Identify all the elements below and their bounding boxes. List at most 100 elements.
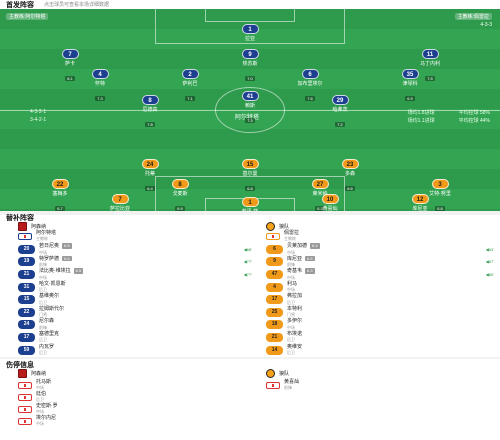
- away-subs-list: 6 贝莱加德 6.4 中场 ◀63' 9 库尼亚 6.6 前锋 ◀67' 47 奇基韦 6.3 中场 ◀80…: [266, 243, 500, 356]
- home-stats-row: 场均1.8进球 平均控球 58%: [408, 109, 490, 116]
- home-player[interactable]: 2 萨利巴 7.1: [166, 63, 214, 105]
- home-sub-row[interactable]: 15 基维奥尔 后卫: [18, 293, 258, 306]
- sub-rating: 6.5: [73, 268, 84, 274]
- away-injury-row[interactable]: 黄喜灿 前锋: [266, 379, 500, 391]
- player-rating: 6.7: [55, 206, 65, 211]
- sub-position: 后卫: [39, 337, 47, 343]
- coach-icon: [266, 232, 280, 240]
- player-name: 马丁内利: [419, 61, 440, 67]
- away-player[interactable]: 23 多森 6.6: [326, 153, 374, 195]
- home-sub-row[interactable]: 19 特罗萨德 6.6 前锋 ◀77': [18, 255, 258, 269]
- away-sub-row[interactable]: 4 利马 中场: [266, 281, 500, 294]
- sub-name: 内瓦罗: [39, 343, 55, 350]
- away-player[interactable]: 10黄喜灿7.1: [306, 188, 354, 211]
- home-player[interactable]: 8 厄德高 7.8: [126, 89, 174, 131]
- away-sub-row[interactable]: 14 奥维安 后卫: [266, 344, 500, 357]
- home-sub-row[interactable]: 24 尼尔森 前锋: [18, 319, 258, 332]
- away-player[interactable]: 12库尼亚6.9: [396, 188, 444, 211]
- injury-name: 黄喜灿: [284, 378, 300, 385]
- away-sub-row[interactable]: 47 奇基韦 6.3 中场 ◀80': [266, 268, 500, 281]
- home-sub-row[interactable]: 21 法比奥·维埃拉 6.5 中场 ◀77': [18, 268, 258, 281]
- away-coach-row[interactable]: 佩雷拉 主教练: [266, 230, 500, 243]
- home-stat-2: 平均控球 58%: [458, 110, 490, 116]
- home-sub-row[interactable]: 20 若日尼奥 6.8 中场 ◀68': [18, 243, 258, 256]
- injury-position: 中场: [36, 409, 44, 414]
- sub-name: 本特利: [287, 305, 303, 312]
- away-player[interactable]: 7萨拉比亚6.5: [96, 188, 144, 211]
- arsenal-logo-icon: [18, 222, 27, 231]
- center-circle: [215, 87, 285, 133]
- away-sub-row[interactable]: 17 弗拉加 后卫: [266, 293, 500, 306]
- home-form: 4-3-2-1: [30, 109, 47, 115]
- sub-number: 4: [266, 282, 283, 292]
- away-stats-row: 场均1.1进球 平均控球 44%: [408, 117, 490, 124]
- sub-position: 中场: [39, 249, 47, 255]
- pitch: 主教练:阿尔特塔 主教练:佩雷拉 4-3-3 4-3-2-1 3-4-2-1 场…: [0, 9, 500, 211]
- home-injury-row[interactable]: 托马斯 中场: [18, 379, 258, 391]
- away-player[interactable]: 27 莱米纳 6.3: [296, 173, 344, 211]
- sub-name: 布埃诺: [287, 330, 303, 337]
- away-player[interactable]: 22 塞梅多 6.7: [36, 173, 84, 211]
- sub-name: 塞德里克: [39, 330, 60, 337]
- home-injury-row[interactable]: 埃尔内尼 中场: [18, 415, 258, 427]
- home-injury-row[interactable]: 史密斯·罗 中场: [18, 403, 258, 415]
- home-sub-row[interactable]: 59 内瓦罗 后卫: [18, 344, 258, 357]
- away-form-row: 3-4-2-1: [30, 117, 46, 123]
- home-sub-row[interactable]: 17 塞德里克 后卫: [18, 331, 258, 344]
- home-injury-row[interactable]: 廷伯 后卫: [18, 391, 258, 403]
- sub-number: 18: [266, 320, 283, 330]
- player-number: 8: [171, 179, 189, 189]
- player-number: 6: [301, 69, 319, 79]
- away-sub-row[interactable]: 9 库尼亚 6.6 前锋 ◀67': [266, 255, 500, 269]
- sub-position: 后卫: [39, 299, 47, 305]
- sub-position: 后卫: [39, 350, 47, 356]
- player-name: 津琴科: [402, 81, 418, 87]
- home-player[interactable]: 7 萨卡 8.1: [46, 43, 94, 85]
- home-player[interactable]: 6 加布里埃尔 7.6: [286, 63, 334, 105]
- sub-name: 若日尼奥: [39, 243, 60, 250]
- home-coach-row[interactable]: 阿尔特塔 主教练: [18, 230, 258, 243]
- home-player[interactable]: 4 怀特 7.3: [76, 63, 124, 105]
- away-player[interactable]: 8 戈麦斯 6.9: [156, 173, 204, 211]
- away-sub-row[interactable]: 25 本特利 门将: [266, 306, 500, 319]
- player-rating: 7.0: [245, 76, 255, 81]
- sub-name: 奥维安: [287, 343, 303, 350]
- sub-in-time: ◀77': [243, 271, 252, 277]
- injury-icon: [18, 405, 32, 413]
- sub-number: 19: [18, 257, 35, 267]
- away-player[interactable]: 1若泽·萨6.5: [226, 191, 274, 211]
- wolves-logo-icon: [266, 222, 275, 231]
- injury-position: 中场: [36, 385, 44, 390]
- injury-name: 史密斯·罗: [36, 402, 58, 409]
- home-sub-row[interactable]: 22 拉姆斯代尔 门将: [18, 306, 258, 319]
- player-name: 热苏斯: [242, 61, 258, 67]
- home-sub-row[interactable]: 31 哈文·凯恩斯 后卫: [18, 281, 258, 294]
- away-sub-row[interactable]: 18 多伊尔 中场: [266, 319, 500, 332]
- player-number: 35: [401, 69, 419, 79]
- player-number: 41: [241, 91, 259, 101]
- home-coach-name: 阿尔特塔: [36, 229, 57, 236]
- home-player[interactable]: 35 津琴科 6.9: [386, 63, 434, 105]
- away-player[interactable]: 24 托蒂 6.4: [126, 153, 174, 195]
- player-name: 萨利巴: [182, 81, 198, 87]
- home-formation: 4-3-3: [480, 22, 492, 28]
- sub-number: 14: [266, 345, 283, 355]
- sub-number: 21: [266, 332, 283, 342]
- arsenal-logo-icon: [18, 369, 27, 378]
- away-sub-row[interactable]: 6 贝莱加德 6.4 中场 ◀63': [266, 243, 500, 256]
- player-name: 萨拉比亚: [109, 206, 130, 211]
- home-player[interactable]: 41 赖斯 7.4: [226, 85, 274, 127]
- player-name: 赖斯: [244, 103, 255, 109]
- away-sub-row[interactable]: 21 布埃诺 后卫: [266, 331, 500, 344]
- sub-rating: 6.3: [305, 268, 315, 274]
- away-player[interactable]: 15 基尔曼 6.8: [226, 153, 274, 195]
- home-player[interactable]: 9 热苏斯 7.0: [226, 43, 274, 85]
- home-player[interactable]: 11 马丁内利 7.5: [406, 43, 454, 85]
- sub-position: 前锋: [287, 262, 295, 268]
- home-injuries-list: 托马斯 中场 廷伯 后卫 史密斯·罗 中场 埃尔内尼 中场: [18, 379, 258, 427]
- home-player[interactable]: 29 哈弗茨 7.2: [316, 89, 364, 131]
- away-player[interactable]: 3 艾特-努里 6.8: [416, 173, 464, 211]
- injury-position: 后卫: [36, 397, 44, 402]
- player-rating: 6.9: [405, 96, 415, 101]
- player-number: 8: [141, 95, 159, 105]
